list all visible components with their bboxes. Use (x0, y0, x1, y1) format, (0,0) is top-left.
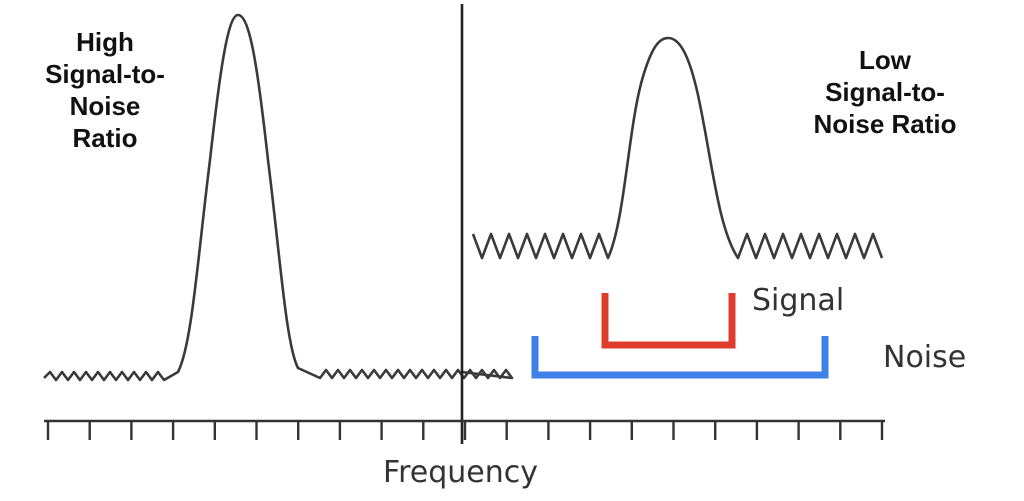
signal-legend-label: Signal (752, 283, 845, 318)
noise-legend-label: Noise (883, 340, 967, 375)
low-snr-label: Low Signal-to- Noise Ratio (790, 44, 980, 140)
low-snr-label-line: Signal-to- (825, 77, 945, 107)
high-snr-curve (43, 13, 514, 382)
high-snr-label-line: Noise (69, 91, 141, 121)
frequency-axis-label: Frequency (383, 455, 538, 490)
frequency-axis-ticks (46, 421, 884, 440)
low-snr-label-line: Noise Ratio (813, 109, 957, 139)
noise-bracket (531, 336, 829, 379)
high-snr-label-line: Ratio (72, 123, 138, 153)
low-snr-curve (471, 36, 884, 260)
high-snr-label-line: High (76, 27, 134, 57)
high-snr-label-line: Signal-to- (45, 59, 165, 89)
low-snr-label-line: Low (859, 45, 911, 75)
signal-bracket (601, 293, 736, 349)
high-snr-label: High Signal-to- Noise Ratio (30, 26, 180, 154)
